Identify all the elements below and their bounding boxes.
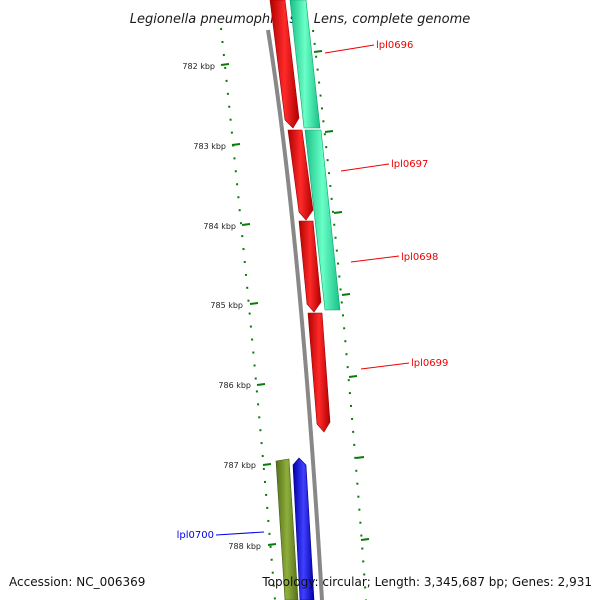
gene-lpl0698-arrow[interactable] [298,220,322,313]
ruler-label-786: 786 kbp [218,381,251,390]
gene-lpl0697-arrow[interactable] [287,129,314,221]
ruler-label-788: 788 kbp [228,542,261,551]
ruler-label-785: 785 kbp [210,301,243,310]
teal-feature-1 [289,0,321,129]
teal-feature-track [289,0,341,311]
tick-787 [262,463,272,466]
ruler-labels: 782 kbp 783 kbp 784 kbp 785 kbp 786 kbp … [182,62,261,551]
leader-lpl0696 [324,44,375,54]
gene-label-lpl0696[interactable]: lpl0696 [376,40,413,51]
ruler-label-784: 784 kbp [203,222,236,231]
tick-783 [231,143,241,146]
ruler-arc-left [220,27,276,600]
leader-lpl0699 [360,362,410,370]
leader-lpl0700 [215,531,265,536]
olive-feature [275,458,299,600]
tick-782 [220,63,230,66]
gene-labels: lpl0696 lpl0697 lpl0698 lpl0699 lpl0700 [177,40,449,541]
accession-text: Accession: NC_006369 [9,575,145,589]
leader-lpl0697 [340,163,390,172]
gene-label-lpl0699[interactable]: lpl0699 [411,358,448,369]
tick-785 [249,302,259,305]
genome-summary-text: Topology: circular; Length: 3,345,687 bp… [261,575,592,589]
ruler-label-783: 783 kbp [193,142,226,151]
tick-788 [267,543,277,546]
gene-label-lpl0697[interactable]: lpl0697 [391,159,428,170]
ruler-major-ticks-right [313,50,370,541]
tick-786 [256,383,266,386]
genome-backbone [266,29,324,600]
gene-lpl0696-arrow[interactable] [269,0,300,129]
ruler-major-ticks-left [220,63,277,546]
gene-lpl0699-arrow[interactable] [307,312,331,433]
gene-label-lpl0698[interactable]: lpl0698 [401,252,438,263]
ruler-label-782: 782 kbp [182,62,215,71]
teal-feature-2 [304,129,341,311]
leader-lpl0698 [350,255,400,263]
gene-label-lpl0700[interactable]: lpl0700 [177,530,214,541]
red-gene-track [269,0,331,433]
ruler-label-787: 787 kbp [223,461,256,470]
gene-lpl0700-arrow[interactable] [292,457,315,600]
tick-784 [241,223,251,226]
